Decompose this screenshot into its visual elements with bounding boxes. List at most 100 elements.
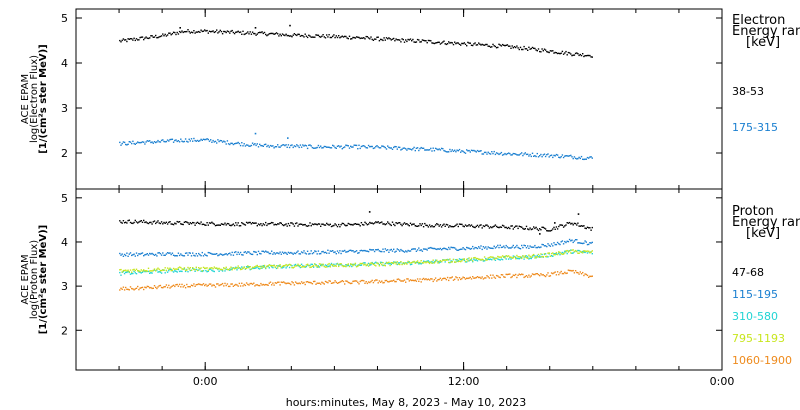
data-point xyxy=(143,255,145,257)
data-point xyxy=(478,150,480,153)
data-point xyxy=(255,284,257,286)
y-axis-title-line: ACE EPAM xyxy=(20,74,31,124)
data-point xyxy=(266,265,268,268)
data-point xyxy=(588,276,590,278)
data-point xyxy=(263,224,266,226)
data-point xyxy=(171,138,174,140)
data-point xyxy=(338,264,340,266)
data-point xyxy=(269,265,272,267)
data-point xyxy=(409,148,412,150)
data-point xyxy=(460,223,462,225)
data-point xyxy=(437,41,439,43)
data-point xyxy=(591,250,593,252)
data-point xyxy=(505,273,507,276)
data-point xyxy=(305,35,308,37)
data-point xyxy=(451,276,453,278)
data-point xyxy=(192,252,194,254)
data-point xyxy=(468,260,470,262)
data-point xyxy=(217,268,219,270)
data-point xyxy=(461,258,463,261)
data-point xyxy=(355,144,358,147)
data-point xyxy=(192,267,194,269)
data-point xyxy=(212,270,214,272)
data-point xyxy=(305,281,308,283)
data-point xyxy=(339,226,341,228)
data-point xyxy=(381,145,383,147)
data-point xyxy=(487,151,489,153)
data-point xyxy=(567,251,570,253)
data-point xyxy=(306,225,309,227)
data-point xyxy=(120,274,122,276)
data-point xyxy=(279,251,281,253)
data-point xyxy=(194,139,196,142)
data-point xyxy=(378,250,381,252)
data-point xyxy=(373,262,376,264)
data-point xyxy=(284,282,286,284)
data-point xyxy=(134,272,136,274)
data-point xyxy=(415,250,418,252)
data-point xyxy=(139,142,141,144)
data-point xyxy=(400,261,402,263)
data-point xyxy=(401,280,403,282)
data-point xyxy=(468,277,470,279)
data-point xyxy=(285,282,287,285)
data-point xyxy=(172,31,175,33)
data-point xyxy=(314,147,316,149)
data-point xyxy=(564,271,566,274)
data-point xyxy=(548,275,550,277)
data-point xyxy=(133,289,135,291)
data-point xyxy=(218,224,220,226)
data-point xyxy=(485,257,487,260)
data-point xyxy=(253,222,255,224)
data-point xyxy=(297,250,299,252)
data-point xyxy=(151,287,153,290)
data-point xyxy=(272,222,274,224)
data-point xyxy=(336,263,339,265)
data-point xyxy=(395,146,397,148)
data-point xyxy=(160,269,163,272)
data-point xyxy=(125,143,127,146)
data-point xyxy=(214,286,217,288)
data-point xyxy=(338,252,340,254)
data-point xyxy=(583,274,585,277)
data-point xyxy=(168,221,170,224)
data-point xyxy=(150,141,152,144)
data-point xyxy=(138,141,140,144)
data-point xyxy=(479,150,481,152)
data-point xyxy=(128,253,130,255)
data-point xyxy=(527,228,529,230)
data-point xyxy=(338,265,340,268)
data-point xyxy=(533,254,535,257)
data-point xyxy=(261,145,263,147)
data-point xyxy=(534,255,536,257)
data-point xyxy=(554,51,556,54)
data-point xyxy=(302,252,304,254)
data-point xyxy=(350,263,352,265)
data-point xyxy=(359,250,361,252)
data-point xyxy=(422,147,425,149)
data-point xyxy=(433,261,436,263)
data-point xyxy=(476,44,479,46)
data-point xyxy=(188,138,190,140)
data-point xyxy=(510,256,512,258)
data-point xyxy=(145,221,147,223)
data-point xyxy=(487,276,489,278)
data-point xyxy=(364,263,366,266)
data-point xyxy=(544,275,547,278)
data-point xyxy=(527,245,529,247)
data-point xyxy=(464,260,467,263)
data-point xyxy=(525,275,528,277)
data-point xyxy=(244,268,247,270)
data-point xyxy=(158,222,160,224)
data-point xyxy=(472,261,474,263)
data-point xyxy=(316,253,318,255)
data-point xyxy=(586,250,589,252)
data-point xyxy=(180,266,182,269)
data-point xyxy=(216,142,218,144)
data-point xyxy=(564,240,566,243)
data-point xyxy=(549,245,552,247)
data-point xyxy=(521,152,523,154)
data-point xyxy=(150,270,152,272)
data-point xyxy=(382,248,384,250)
data-point xyxy=(541,48,543,50)
